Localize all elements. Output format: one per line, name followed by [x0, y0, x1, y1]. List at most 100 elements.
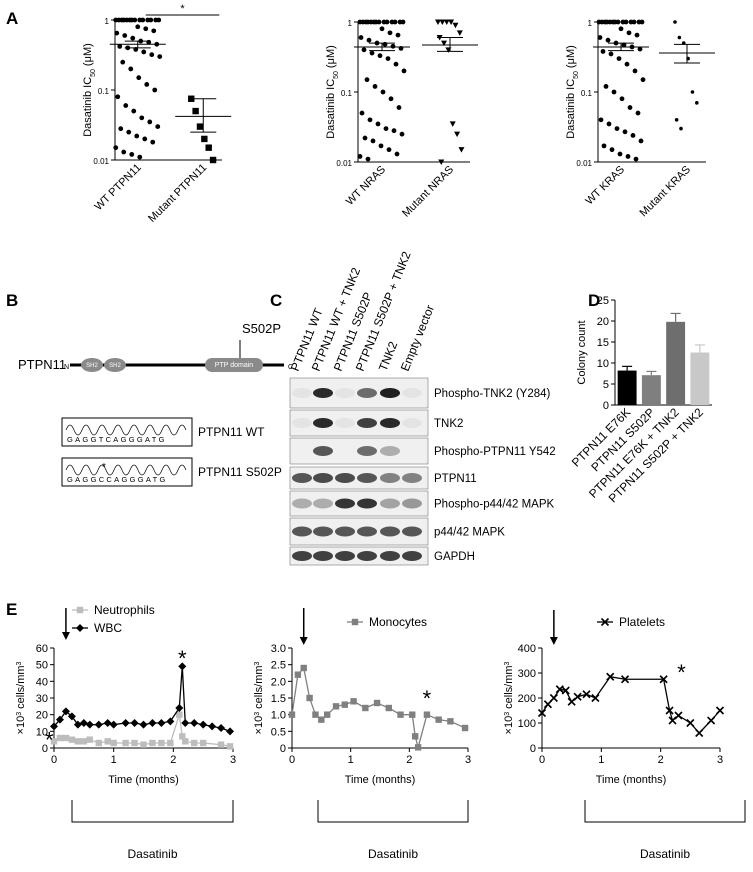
data-point — [435, 19, 441, 25]
band — [357, 446, 377, 456]
data-point — [300, 664, 307, 672]
data-point — [441, 40, 447, 47]
data-point — [156, 17, 162, 23]
bar — [690, 352, 710, 405]
data-point — [94, 720, 103, 729]
y-tick-label: 10 — [597, 358, 609, 370]
data-point — [359, 110, 365, 116]
data-point — [119, 17, 125, 23]
data-point — [609, 147, 615, 153]
data-point — [448, 19, 455, 25]
data-point — [318, 716, 325, 723]
data-point — [394, 151, 400, 157]
data-point — [50, 722, 58, 731]
chart: 0.01 0.1 1 Dasatinib IC50 (μM) WT PTPN11 Mutan… — [82, 3, 232, 225]
data-point — [618, 26, 624, 32]
y-tick-label: 100 — [518, 718, 536, 730]
data-point — [123, 103, 129, 108]
treatment-bracket — [584, 800, 746, 823]
label-part: Dasatinib IC — [325, 79, 337, 139]
data-point — [695, 728, 704, 738]
treatment-bracket — [317, 800, 469, 823]
y-tick-label: 30 — [36, 693, 48, 705]
data-point — [627, 105, 633, 110]
data-point — [208, 722, 217, 731]
data-point — [623, 19, 629, 25]
data-point — [139, 115, 145, 121]
data-point — [603, 84, 609, 89]
data-point — [341, 701, 348, 708]
y-tick-label: 1 — [105, 17, 110, 26]
y-tick-label: 10 — [36, 726, 48, 738]
y-tick-label: 0 — [603, 400, 609, 412]
data-point — [630, 132, 636, 138]
label-part: 50 — [90, 69, 97, 77]
data-point — [395, 32, 401, 38]
x-tick-label: 2 — [406, 754, 412, 766]
x-tick-label: 3 — [465, 754, 471, 766]
data-point — [142, 136, 148, 142]
label-part: (μM) — [82, 43, 94, 66]
data-point — [443, 19, 450, 25]
data-point — [375, 121, 381, 127]
data-point — [126, 129, 132, 135]
label-part: ×10 — [15, 716, 27, 735]
trace-box — [61, 457, 193, 487]
panel-label: D — [588, 291, 600, 310]
panel-label: B — [6, 291, 18, 310]
domain-label: PTP domain — [215, 362, 253, 369]
data-point — [294, 671, 302, 678]
data-point — [179, 733, 186, 740]
data-point — [182, 738, 189, 745]
label-part: cells/mm — [503, 665, 515, 708]
data-point — [602, 19, 608, 25]
label-part: (μM) — [565, 45, 577, 68]
domain-label: SH2 — [109, 363, 121, 369]
domain-shape — [104, 358, 126, 372]
band — [402, 418, 422, 428]
y-tick-label: 20 — [597, 316, 609, 328]
data-point — [715, 706, 725, 715]
data-point — [385, 56, 391, 62]
data-point — [324, 711, 331, 718]
band — [380, 418, 400, 428]
data-point — [148, 17, 154, 23]
y-tick-label: 200 — [518, 693, 536, 705]
data-point — [376, 19, 382, 25]
band — [357, 418, 377, 428]
data-point — [131, 108, 137, 114]
band — [335, 418, 355, 428]
trace-label: PTPN11 S502P — [198, 465, 282, 479]
data-point — [85, 720, 94, 729]
data-point — [55, 715, 64, 724]
y-axis-label: Dasatinib IC50 (μM) — [565, 45, 580, 139]
data-point — [690, 90, 695, 94]
data-point — [438, 159, 445, 165]
data-point — [679, 126, 683, 131]
data-point — [621, 42, 627, 48]
band — [292, 551, 312, 561]
legend-label: Platelets — [619, 615, 665, 629]
band — [313, 526, 333, 537]
data-point — [136, 75, 142, 81]
data-point — [414, 744, 422, 751]
label-part: 50 — [333, 71, 340, 79]
data-point — [190, 719, 199, 727]
data-point — [148, 719, 157, 727]
data-point — [167, 739, 174, 747]
annotation: * — [677, 660, 686, 685]
data-point — [199, 720, 208, 729]
y-axis-label: Colony count — [576, 320, 588, 384]
band — [402, 473, 422, 483]
data-point — [397, 711, 404, 718]
data-point — [686, 718, 695, 728]
protein-diagram: PTPN11 N SH2 SH2 PTP domain C S502P GAGG… — [18, 321, 293, 487]
y-tick-label: 60 — [36, 643, 48, 655]
panel-label: C — [270, 291, 282, 310]
band — [402, 551, 422, 561]
y-tick-label: 0 — [530, 743, 536, 755]
blot-label: p44/42 MAPK — [434, 527, 505, 539]
data-point — [61, 707, 70, 716]
